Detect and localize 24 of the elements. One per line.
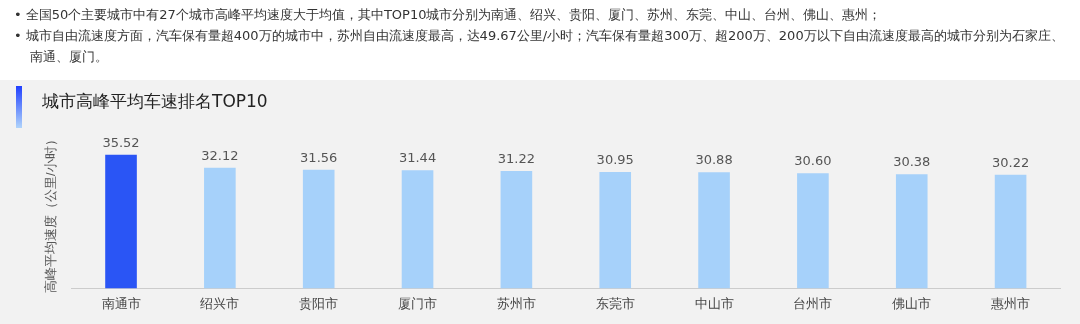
x-tick-label: 东莞市 — [595, 295, 635, 311]
chart-title: 城市高峰平均车速排名TOP10 — [42, 90, 268, 113]
data-label: 30.38 — [893, 154, 931, 170]
data-label: 31.56 — [300, 149, 338, 165]
x-tick-label: 台州市 — [793, 295, 833, 311]
x-tick-label: 贵阳市 — [299, 295, 339, 311]
data-label: 30.22 — [991, 154, 1030, 170]
y-axis-title: 高峰平均速度（公里/小时） — [43, 133, 59, 294]
text: • 全国50个主要城市中有27个城市高峰平均速度大于均值，其中TOP10城市分别为南通、绍兴、贵阳、厦门、苏州、东莞、中山、台州、佛山、惠州； — [14, 6, 883, 24]
x-tick-label: 厦门市 — [398, 295, 438, 311]
data-label: 30.60 — [794, 153, 832, 169]
x-tick-label: 苏州市 — [496, 295, 536, 311]
text: • 城市自由流速度方面，汽车保有量超400万的城市中，苏州自由流速度最高，达49.67公里/小时；汽车保有量超300万、超200万、200万以下自由流速度最高的城市分别为石家庄、南通、厦门。 — [14, 27, 1065, 66]
data-label: 31.22 — [497, 150, 535, 166]
data-label: 32.12 — [201, 147, 239, 163]
data-label: 30.88 — [695, 152, 733, 168]
data-label: 35.52 — [102, 134, 140, 150]
x-tick-label: 中山市 — [694, 295, 734, 311]
data-label: 30.95 — [596, 151, 634, 167]
x-tick-label: 南通市 — [101, 295, 141, 311]
x-tick-label: 惠州市 — [990, 295, 1031, 311]
data-label: 31.44 — [398, 150, 437, 166]
x-tick-label: 佛山市 — [892, 295, 932, 311]
x-tick-label: 绍兴市 — [200, 295, 240, 311]
